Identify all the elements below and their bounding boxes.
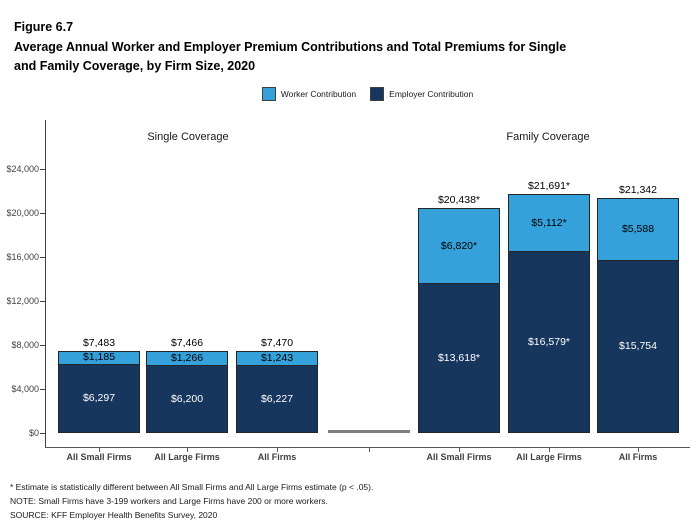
y-tick-label: $24,000 <box>6 164 39 174</box>
bar-worker-value-label: $1,266 <box>170 351 204 364</box>
y-tick-label: $0 <box>28 428 39 438</box>
bar-total-label: $21,691* <box>527 180 571 193</box>
legend: Worker Contribution Employer Contributio… <box>45 87 690 101</box>
bar-segment-employer <box>236 364 318 433</box>
bar-worker-value-label: $5,112* <box>531 216 567 229</box>
chart-title-line-1: Average Annual Worker and Employer Premi… <box>14 40 567 54</box>
empty-category-line <box>328 430 410 433</box>
category-label: All Small Firms <box>426 452 492 462</box>
y-tick-label: $8,000 <box>11 340 39 350</box>
x-axis-line <box>45 447 690 448</box>
bar-total-label: $21,342 <box>619 184 657 197</box>
bar-employer-value-label: $16,579* <box>527 335 571 348</box>
x-tick <box>549 448 550 452</box>
bar-employer-value-label: $6,227 <box>260 392 294 405</box>
worker-color-swatch-icon <box>261 87 276 101</box>
bar-employer-value-label: $15,754 <box>619 340 657 353</box>
legend-item-employer: Employer Contribution <box>370 87 473 101</box>
x-tick <box>369 448 370 452</box>
y-tick-label: $12,000 <box>6 296 39 306</box>
footnote-note: NOTE: Small Firms have 3-199 workers and… <box>10 496 328 506</box>
x-tick <box>187 448 188 452</box>
group-title-family: Family Coverage <box>506 131 590 143</box>
bar-segment-worker <box>597 198 679 261</box>
bar-employer-value-label: $6,297 <box>82 392 116 405</box>
bar-segment-employer <box>146 364 228 433</box>
category-label: All Large Firms <box>154 452 220 462</box>
bar-segment-employer <box>508 250 590 433</box>
y-axis-line <box>45 120 46 448</box>
y-tick <box>40 300 45 302</box>
employer-color-swatch-icon <box>370 87 385 101</box>
bar-segment-employer <box>418 283 500 433</box>
bar-worker-value-label: $1,243 <box>260 351 294 364</box>
bar-employer-value-label: $6,200 <box>170 392 204 405</box>
category-label: All Firms <box>618 452 658 462</box>
bar-total-label: $7,470 <box>260 336 294 349</box>
figure-label: Figure 6.7 <box>14 20 74 34</box>
y-tick <box>40 212 45 214</box>
group-title-single: Single Coverage <box>147 131 229 143</box>
y-tick-label: $16,000 <box>6 252 39 262</box>
bar-segment-worker <box>418 208 500 285</box>
footnote-source: SOURCE: KFF Employer Health Benefits Sur… <box>10 510 218 520</box>
category-label: All Small Firms <box>66 452 132 462</box>
x-tick <box>459 448 460 452</box>
bar-total-label: $20,438* <box>437 194 481 207</box>
y-tick <box>40 388 45 390</box>
bar-segment-employer <box>58 363 140 433</box>
footnote-asterisk: * Estimate is statistically different be… <box>10 482 374 492</box>
bar-worker-value-label: $6,820* <box>440 239 478 252</box>
y-tick <box>40 168 45 170</box>
legend-label-employer: Employer Contribution <box>389 89 474 99</box>
chart-title-line-2: and Family Coverage, by Firm Size, 2020 <box>14 59 256 73</box>
legend-item-worker: Worker Contribution <box>261 87 357 101</box>
y-tick-label: $4,000 <box>11 384 39 394</box>
y-tick <box>40 432 45 434</box>
y-tick <box>40 256 45 258</box>
bar-total-label: $7,466 <box>170 336 204 349</box>
bar-worker-value-label: $5,588 <box>621 222 655 235</box>
bar-segment-worker <box>508 194 590 252</box>
y-tick <box>40 344 45 346</box>
bar-worker-value-label: $1,185 <box>82 351 116 364</box>
legend-label-worker: Worker Contribution <box>280 89 357 99</box>
bar-employer-value-label: $13,618* <box>437 352 481 365</box>
category-label: All Large Firms <box>516 452 582 462</box>
x-tick <box>99 448 100 452</box>
bar-total-label: $7,483 <box>82 336 116 349</box>
y-tick-label: $20,000 <box>6 208 39 218</box>
category-label: All Firms <box>257 452 297 462</box>
x-tick <box>277 448 278 452</box>
bar-segment-employer <box>597 259 679 433</box>
x-tick <box>638 448 639 452</box>
